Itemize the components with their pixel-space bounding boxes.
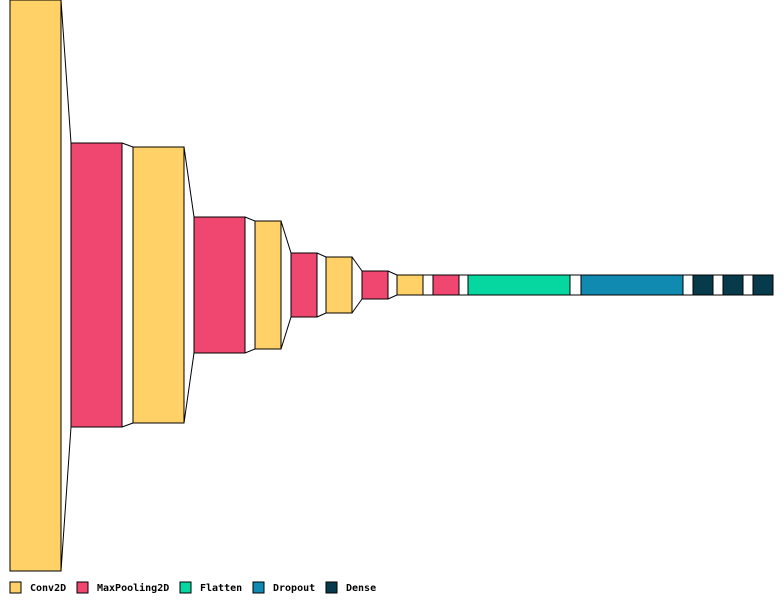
layer-maxpool-10 — [432, 274, 460, 296]
layer-maxpool-2 — [70, 142, 123, 428]
connector-bottom-4 — [244, 348, 256, 354]
connector-bottom-2 — [121, 422, 134, 428]
layer-conv2d-3 — [132, 146, 185, 424]
legend-swatch-dense — [325, 581, 338, 594]
layer-conv2d-9 — [396, 274, 424, 296]
connector-bottom-7 — [351, 298, 363, 314]
legend-swatch-dropout — [252, 581, 265, 594]
layer-conv2d-7 — [325, 256, 353, 314]
connector-bottom-3 — [183, 352, 195, 424]
connector-top-2 — [121, 142, 134, 148]
connector-top-5 — [280, 220, 292, 254]
connector-bottom-8 — [387, 294, 398, 300]
layer-maxpool-6 — [290, 252, 318, 318]
connector-bottom-5 — [280, 316, 292, 350]
layer-maxpool-8 — [361, 270, 389, 300]
connector-top-7 — [351, 256, 363, 272]
layer-dropout-12 — [580, 274, 684, 296]
legend-swatch-conv2d — [9, 581, 22, 594]
legend-label-conv2d: Conv2D — [30, 583, 66, 594]
connector-top-4 — [244, 216, 256, 222]
legend-label-dense: Dense — [346, 583, 376, 594]
connector-top-6 — [316, 252, 327, 258]
legend-swatch-flatten — [179, 581, 192, 594]
legend: Conv2D MaxPooling2D Flatten Dropout Dense — [9, 581, 376, 594]
layer-dense-13 — [692, 274, 714, 296]
layer-conv2d-1 — [9, 0, 62, 572]
connector-top-8 — [387, 270, 398, 276]
connector-bottom-6 — [316, 312, 327, 318]
legend-swatch-maxpool — [76, 581, 89, 594]
legend-label-flatten: Flatten — [200, 583, 242, 594]
connector-top-3 — [183, 146, 195, 218]
connector-top-1 — [60, 0, 72, 144]
layer-dense-14 — [722, 274, 744, 296]
connector-bottom-1 — [60, 426, 72, 572]
layer-connectors — [60, 0, 753, 572]
layer-maxpool-4 — [193, 216, 246, 354]
layer-conv2d-5 — [254, 220, 282, 350]
layer-blocks — [9, 0, 774, 572]
legend-label-dropout: Dropout — [273, 583, 315, 594]
layer-dense-15 — [752, 274, 774, 296]
layer-flatten-11 — [467, 274, 571, 296]
legend-label-maxpool: MaxPooling2D — [97, 582, 169, 594]
